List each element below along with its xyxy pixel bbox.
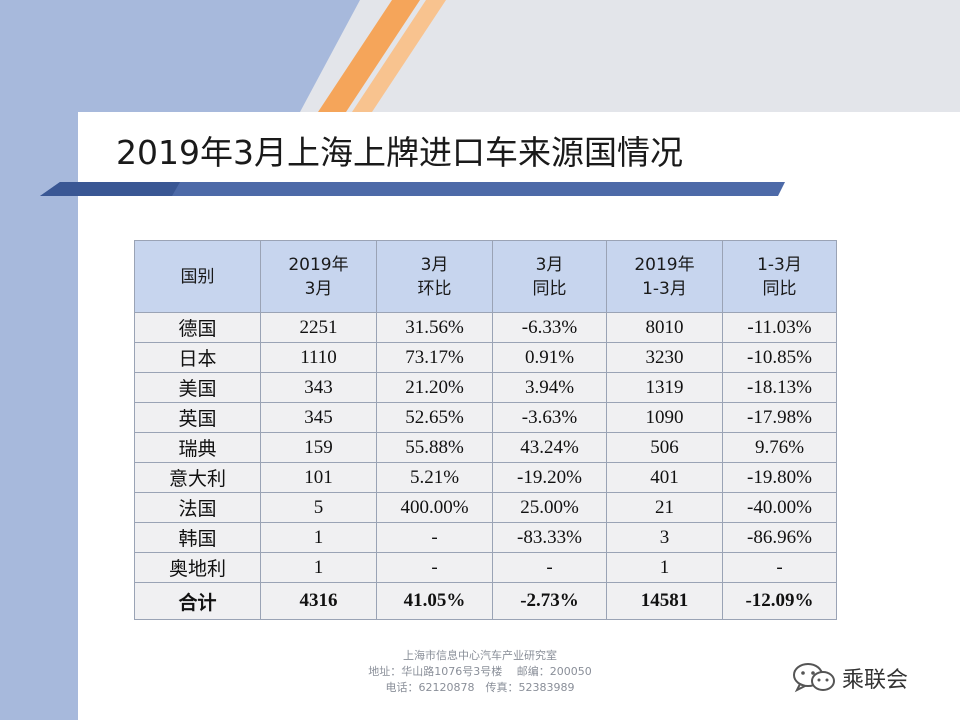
- cell-country: 德国: [134, 312, 261, 343]
- cell-yoy: -6.33%: [492, 312, 607, 343]
- table-row: 法国 5 400.00% 25.00% 21 -40.00%: [134, 492, 837, 523]
- cell-mar: 101: [260, 462, 377, 493]
- cell-mom: 55.88%: [376, 432, 493, 463]
- cell-ytd-yoy: 9.76%: [722, 432, 837, 463]
- cell-mom: 400.00%: [376, 492, 493, 523]
- cell-ytd: 3: [606, 522, 723, 553]
- cell-ytd: 1319: [606, 372, 723, 403]
- total-ytd-yoy: -12.09%: [722, 582, 837, 620]
- cell-ytd-yoy: -18.13%: [722, 372, 837, 403]
- cell-yoy: -3.63%: [492, 402, 607, 433]
- header-yoy: 3月 同比: [492, 240, 607, 313]
- cell-ytd: 401: [606, 462, 723, 493]
- cell-mar: 159: [260, 432, 377, 463]
- data-table: 国别 2019年 3月 3月 环比 3月 同比 2019年 1-3月 1-3月 同比 德国…: [134, 240, 837, 620]
- cell-ytd-yoy: -86.96%: [722, 522, 837, 553]
- wechat-icon: [793, 663, 835, 693]
- cell-country: 英国: [134, 402, 261, 433]
- cell-yoy: 0.91%: [492, 342, 607, 373]
- cell-mar: 345: [260, 402, 377, 433]
- total-ytd: 14581: [606, 582, 723, 620]
- total-mom: 41.05%: [376, 582, 493, 620]
- cell-mom: 73.17%: [376, 342, 493, 373]
- decorative-stripes: [0, 0, 446, 112]
- total-label: 合计: [134, 582, 261, 620]
- table-row: 韩国 1- -83.33% 3 -86.96%: [134, 522, 837, 553]
- cell-ytd-yoy: -17.98%: [722, 402, 837, 433]
- cell-country: 日本: [134, 342, 261, 373]
- cell-country: 法国: [134, 492, 261, 523]
- title-box: [78, 112, 960, 186]
- cell-yoy: 3.94%: [492, 372, 607, 403]
- cell-yoy: -83.33%: [492, 522, 607, 553]
- table-row: 意大利 101 5.21% -19.20% 401 -19.80%: [134, 462, 837, 493]
- cell-ytd-yoy: -11.03%: [722, 312, 837, 343]
- cell-mar: 1110: [260, 342, 377, 373]
- cell-country: 韩国: [134, 522, 261, 553]
- table-row: 奥地利 1- -1-: [134, 552, 837, 583]
- cell-mom: 31.56%: [376, 312, 493, 343]
- cell-country: 美国: [134, 372, 261, 403]
- table-header-row: 国别 2019年 3月 3月 环比 3月 同比 2019年 1-3月 1-3月 同比: [134, 240, 837, 313]
- cell-ytd-yoy: -19.80%: [722, 462, 837, 493]
- cell-ytd-yoy: -40.00%: [722, 492, 837, 523]
- page-title: 2019年3月上海上牌进口车来源国情况: [116, 133, 683, 172]
- cell-mom: 52.65%: [376, 402, 493, 433]
- table-row: 日本 1110 73.17% 0.91% 3230 -10.85%: [134, 342, 837, 373]
- left-band: [0, 0, 78, 720]
- header-mom: 3月 环比: [376, 240, 493, 313]
- cell-ytd: 8010: [606, 312, 723, 343]
- cell-mom: -: [376, 552, 493, 583]
- header-ytd-yoy: 1-3月 同比: [722, 240, 837, 313]
- cell-mar: 1: [260, 522, 377, 553]
- total-mar: 4316: [260, 582, 377, 620]
- cell-ytd: 21: [606, 492, 723, 523]
- cell-yoy: 25.00%: [492, 492, 607, 523]
- cell-ytd-yoy: -10.85%: [722, 342, 837, 373]
- footer-org: 上海市信息中心汽车产业研究室: [403, 649, 557, 662]
- header-mar: 2019年 3月: [260, 240, 377, 313]
- cell-ytd: 3230: [606, 342, 723, 373]
- table-row: 德国 2251 31.56% -6.33% 8010 -11.03%: [134, 312, 837, 343]
- cell-yoy: -: [492, 552, 607, 583]
- cell-mom: 5.21%: [376, 462, 493, 493]
- title-underline: [40, 182, 785, 196]
- cell-mar: 1: [260, 552, 377, 583]
- brand-name: 乘联会: [842, 668, 909, 693]
- cell-ytd-yoy: -: [722, 552, 837, 583]
- cell-mar: 2251: [260, 312, 377, 343]
- footer: 上海市信息中心汽车产业研究室 地址：华山路1076号3号楼 邮编：200050 …: [330, 648, 630, 696]
- cell-ytd: 506: [606, 432, 723, 463]
- cell-ytd: 1090: [606, 402, 723, 433]
- cell-country: 意大利: [134, 462, 261, 493]
- table-row: 英国 345 52.65% -3.63% 1090 -17.98%: [134, 402, 837, 433]
- table-row: 瑞典 159 55.88% 43.24% 506 9.76%: [134, 432, 837, 463]
- cell-ytd: 1: [606, 552, 723, 583]
- brand: 乘联会: [790, 662, 908, 694]
- cell-yoy: -19.20%: [492, 462, 607, 493]
- cell-mom: -: [376, 522, 493, 553]
- table-row: 美国 343 21.20% 3.94% 1319 -18.13%: [134, 372, 837, 403]
- total-yoy: -2.73%: [492, 582, 607, 620]
- footer-address: 地址：华山路1076号3号楼 邮编：200050: [368, 665, 592, 678]
- header-ytd: 2019年 1-3月: [606, 240, 723, 313]
- cell-mar: 343: [260, 372, 377, 403]
- cell-country: 瑞典: [134, 432, 261, 463]
- table-total-row: 合计 4316 41.05% -2.73% 14581 -12.09%: [134, 582, 837, 620]
- footer-contact: 电话：62120878 传真：52383989: [385, 681, 575, 694]
- cell-country: 奥地利: [134, 552, 261, 583]
- header-country: 国别: [134, 240, 261, 313]
- cell-yoy: 43.24%: [492, 432, 607, 463]
- cell-mom: 21.20%: [376, 372, 493, 403]
- cell-mar: 5: [260, 492, 377, 523]
